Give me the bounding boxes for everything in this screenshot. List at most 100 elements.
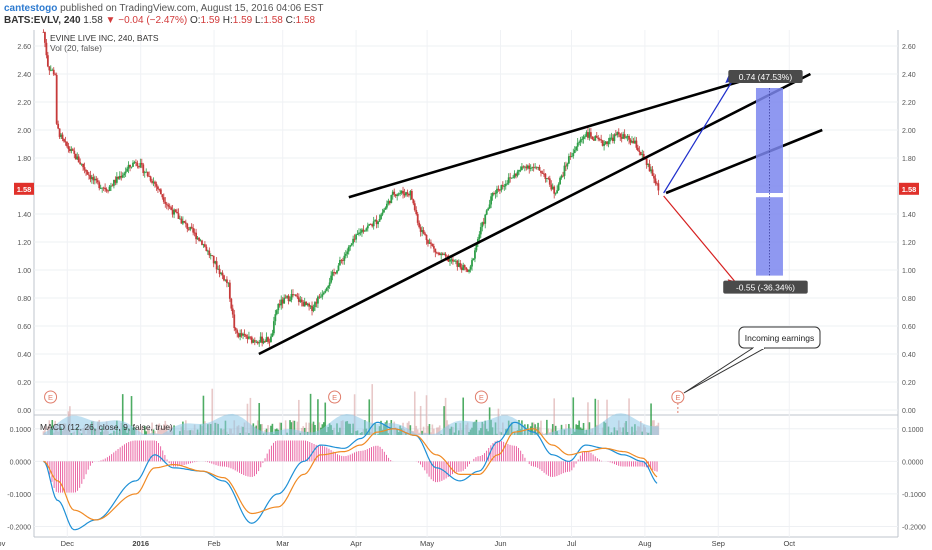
earnings-marker-label: E — [332, 393, 337, 402]
candle-body — [437, 253, 440, 254]
volume-bar — [256, 420, 259, 435]
candle-body — [617, 132, 620, 135]
left-last-price: 1.58 — [17, 185, 32, 194]
symbol-label[interactable]: BATS:EVLV, 240 — [4, 15, 81, 26]
time-tick: Jun — [494, 539, 506, 548]
macd-title: MACD (12, 26, close, 9, false, true) — [40, 422, 173, 432]
candle-body — [179, 218, 181, 220]
candle-body — [226, 279, 228, 283]
candle-body — [521, 166, 523, 170]
candle-body — [431, 243, 434, 247]
candle-body — [487, 208, 490, 211]
candle-body — [239, 333, 242, 337]
volume-bar — [163, 424, 165, 435]
candle-body — [567, 156, 570, 164]
candle-body — [347, 246, 350, 252]
volume-bar — [202, 395, 205, 435]
candle-body — [573, 150, 576, 153]
candle-body — [642, 153, 645, 158]
candle-body — [390, 195, 393, 204]
right-price-tick: 2.60 — [902, 44, 916, 51]
volume-bar — [278, 422, 281, 435]
candle-body — [201, 240, 203, 245]
candle-body — [374, 220, 377, 222]
candle-body — [625, 137, 628, 139]
candle-body — [70, 149, 73, 152]
candle-body — [519, 169, 522, 171]
volume-bar — [140, 426, 143, 435]
candle-body — [588, 132, 591, 138]
candle-body — [63, 138, 65, 142]
candle-body — [306, 303, 309, 305]
candle-body — [425, 234, 428, 241]
candle-body — [228, 282, 231, 299]
candle-body — [328, 282, 331, 286]
candle-body — [208, 250, 211, 256]
candle-body — [127, 164, 130, 169]
candle-body — [74, 153, 77, 160]
candle-body — [289, 299, 291, 302]
volume-bar — [293, 420, 296, 435]
volume-bar — [368, 399, 371, 435]
candle-body — [594, 135, 597, 141]
candle-body — [405, 192, 407, 196]
volume-bar — [302, 426, 305, 435]
candle-body — [67, 146, 70, 150]
candle-body — [107, 190, 109, 192]
volume-bar — [280, 422, 283, 435]
candle-body — [595, 135, 598, 138]
candle-body — [99, 188, 102, 189]
candle-body — [155, 183, 158, 187]
volume-bar — [431, 424, 434, 435]
candle-body — [474, 250, 476, 259]
candle-body — [118, 175, 121, 179]
lower-trendline — [258, 72, 812, 356]
volume-bar — [435, 427, 438, 435]
candle-body — [522, 166, 525, 168]
candle-body — [366, 225, 369, 229]
candle-body — [137, 166, 140, 168]
candle-body — [408, 194, 410, 196]
candle-body — [406, 192, 409, 195]
volume-bar — [44, 426, 46, 435]
candle-body — [85, 169, 87, 172]
volume-bar — [289, 420, 291, 435]
candle-body — [501, 185, 504, 187]
left-price-tick: 1.00 — [17, 268, 31, 275]
candle-body — [189, 226, 192, 230]
candle-body — [267, 337, 269, 342]
right-macd-tick: -0.2000 — [902, 524, 926, 531]
candle-body — [563, 165, 566, 176]
candle-body — [113, 179, 115, 186]
candle-body — [363, 230, 366, 232]
candle-body — [294, 294, 297, 297]
candle-body — [319, 296, 322, 298]
candle-body — [77, 156, 80, 163]
candle-body — [221, 272, 224, 276]
candle-body — [466, 269, 469, 272]
candle-body — [654, 178, 657, 184]
candle-body — [237, 333, 240, 337]
volume-bar — [267, 425, 269, 435]
candle-body — [435, 252, 438, 254]
low-value: 1.58 — [263, 15, 283, 26]
candle-body — [597, 137, 600, 140]
volume-bar — [547, 428, 550, 435]
candle-body — [337, 265, 340, 271]
volume-bar — [371, 384, 374, 435]
candle-body — [95, 178, 98, 181]
candle-body — [202, 244, 205, 246]
candle-body — [233, 314, 236, 329]
candle-body — [440, 253, 443, 256]
author-name[interactable]: cantestogo — [4, 3, 58, 14]
candle-body — [622, 134, 625, 139]
candle-body — [585, 132, 588, 137]
time-tick: 2016 — [132, 539, 149, 548]
candle-body — [629, 139, 632, 143]
candle-body — [88, 174, 90, 176]
candle-body — [164, 201, 167, 204]
candle-body — [64, 141, 67, 143]
candle-body — [255, 341, 258, 343]
candle-body — [132, 162, 134, 167]
